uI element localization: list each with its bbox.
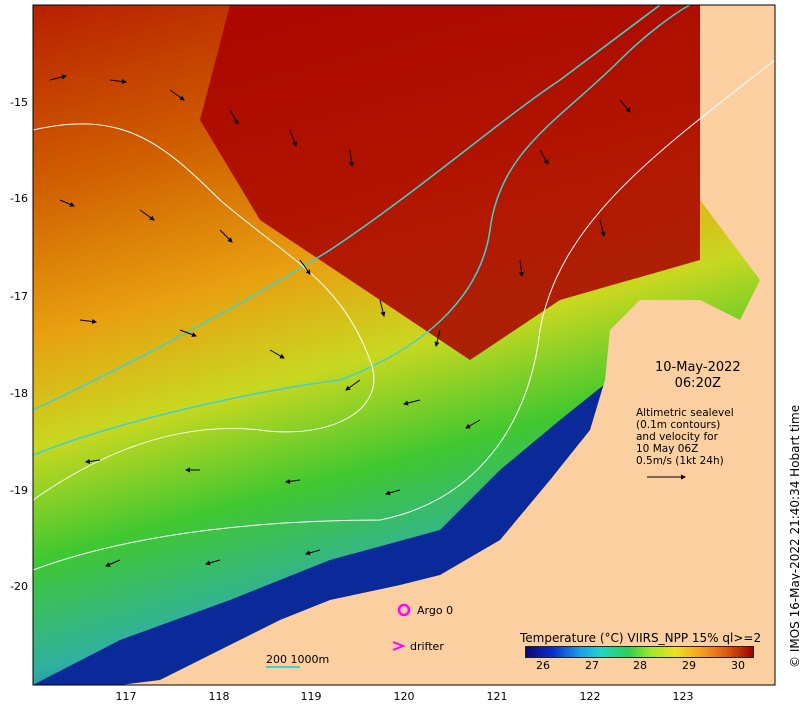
land-mass [120,5,775,685]
colorbar-tick: 30 [731,659,745,672]
y-tick-label: -18 [10,387,28,400]
x-tick-label: 123 [672,690,694,703]
x-tick-label: 119 [300,690,322,703]
x-tick-label: 117 [115,690,137,703]
note-line: and velocity for [636,431,718,443]
sealevel-contour [32,123,375,501]
colorbar [525,646,754,658]
argo-label: Argo 0 [417,604,454,617]
timestamp: 10-May-2022 06:20Z [655,360,741,392]
colorbar-title: Temperature (°C) VIIRS_NPP 15% ql>=2 [520,631,762,645]
y-tick-label: -15 [10,96,28,109]
map-frame [32,4,776,686]
date-label: 10-May-2022 [655,360,741,375]
x-tick-label: 120 [393,690,415,703]
colorbar-tick: 29 [682,659,696,672]
warm-water-region [200,5,700,360]
isobath-200m [32,4,691,456]
y-tick-label: -16 [10,192,28,205]
velocity-arrows [49,74,631,567]
note-line: 0.5m/s (1kt 24h) [636,455,724,467]
y-tick-label: -19 [10,484,28,497]
drifter-marker [392,641,406,651]
isobath-1000m [32,4,661,411]
x-tick-label: 118 [208,690,230,703]
note-line: 10 May 06Z [636,443,699,455]
x-tick-label: 122 [579,690,601,703]
copyright-text: © IMOS 16-May-2022 21:40:34 Hobart time [788,404,800,668]
colorbar-tick: 28 [633,659,647,672]
sealevel-contour [32,59,776,571]
note-line: Altimetric sealevel [636,407,734,419]
time-label: 06:20Z [674,376,722,391]
drifter-label: drifter [410,640,444,653]
y-tick-label: -17 [10,290,28,303]
y-tick-label: -20 [10,580,28,593]
argo-marker [397,603,411,617]
colorbar-tick: 26 [536,659,550,672]
colorbar-tick: 27 [585,659,599,672]
depth-scale-label: 200 1000m [266,653,330,666]
cold-coastal-band [33,380,620,685]
altimetry-note: Altimetric sealevel (0.1m contours) and … [636,407,734,467]
note-line: (0.1m contours) [636,419,721,431]
x-tick-label: 121 [486,690,508,703]
